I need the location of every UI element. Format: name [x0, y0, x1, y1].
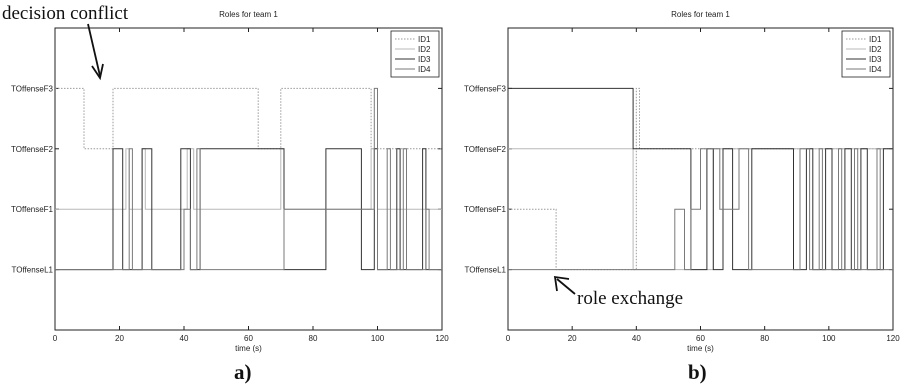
x-tick-label: 80	[309, 334, 318, 343]
legend-entry: ID1	[418, 35, 431, 44]
legend-entry: ID4	[418, 65, 431, 74]
x-tick-label: 120	[886, 334, 900, 343]
y-tick-label: TOffenseF3	[464, 84, 507, 93]
series-line-id4	[508, 148, 893, 271]
legend-entry: ID1	[869, 35, 882, 44]
x-axis-label: time (s)	[687, 344, 714, 353]
annotation-arrow-b	[556, 278, 576, 295]
y-tick-label: TOffenseF2	[11, 145, 54, 154]
legend-entry: ID2	[869, 45, 882, 54]
chart-b: Roles for team 1 0 20 40 60 80 100 120 time (s) T…	[464, 10, 900, 353]
legend-box	[390, 30, 440, 78]
y-tick-label: TOffenseF1	[11, 205, 54, 214]
chart-a: Roles for team 1 0 20 40 60 80 100 120 time (s) T…	[11, 10, 449, 353]
panel-label-a: a)	[234, 360, 252, 384]
legend-entry: ID2	[418, 45, 431, 54]
x-tick-label: 40	[632, 334, 641, 343]
annotation-arrowhead-b	[553, 275, 570, 292]
series-line-id1	[508, 87, 893, 271]
series-line-id4	[55, 87, 442, 271]
annotation-arrowhead-a	[91, 63, 104, 81]
x-tick-label: 100	[371, 334, 385, 343]
legend-entry: ID3	[418, 55, 431, 64]
x-tick-label: 120	[435, 334, 449, 343]
y-tick-label: TOffenseL1	[464, 266, 506, 275]
legend-entry: ID4	[869, 65, 882, 74]
chart-title: Roles for team 1	[671, 10, 730, 19]
x-tick-label: 20	[115, 334, 124, 343]
x-tick-label: 20	[568, 334, 577, 343]
annotation-decision-conflict: decision conflict	[2, 3, 129, 24]
series-line-id1	[55, 87, 442, 150]
legend-box	[841, 30, 891, 78]
y-tick-label: TOffenseF2	[464, 145, 507, 154]
legend-entry: ID3	[869, 55, 882, 64]
x-tick-label: 80	[760, 334, 769, 343]
series-line-id3	[508, 87, 893, 271]
annotation-role-exchange: role exchange	[577, 288, 683, 309]
chart-title: Roles for team 1	[219, 10, 278, 19]
y-tick-label: TOffenseF1	[464, 205, 507, 214]
series-line-id3	[55, 148, 442, 271]
y-tick-label: TOffenseF3	[11, 84, 54, 93]
y-tick-label: TOffenseL1	[11, 266, 53, 275]
x-tick-label: 0	[53, 334, 58, 343]
x-axis-label: time (s)	[235, 344, 262, 353]
x-tick-label: 60	[696, 334, 705, 343]
panel-label-b: b)	[688, 360, 707, 384]
x-tick-label: 0	[506, 334, 511, 343]
x-tick-label: 40	[180, 334, 189, 343]
x-tick-label: 60	[244, 334, 253, 343]
x-tick-label: 100	[822, 334, 836, 343]
annotation-arrow-a	[87, 23, 101, 77]
